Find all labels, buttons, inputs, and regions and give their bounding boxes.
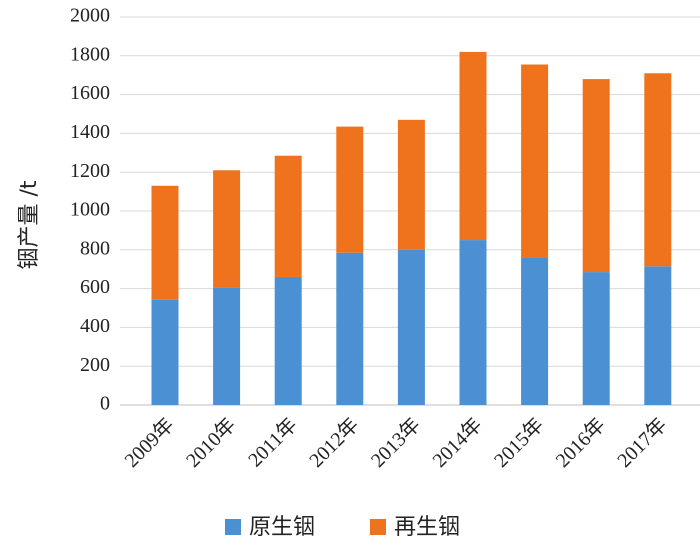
y-tick-label: 600 [80, 276, 110, 298]
bar-segment-recycled-indium [521, 64, 549, 258]
x-tick-label: 2016年 [551, 413, 610, 472]
y-tick-label: 400 [80, 315, 110, 337]
y-tick-label: 2000 [70, 5, 110, 27]
bar-segment-recycled-indium [644, 73, 672, 267]
bar-segment-primary-indium [644, 266, 672, 405]
bar-segment-recycled-indium [582, 79, 610, 273]
legend: 原生铟 再生铟 [225, 515, 460, 540]
legend-swatch [370, 519, 386, 535]
y-tick-label: 1400 [70, 121, 110, 143]
bar-segment-primary-indium [336, 252, 364, 405]
x-axis-ticks: 2009年 2010年 2011年 2012年 2013年 2014年 2015年 2016年… [120, 413, 671, 472]
y-tick-label: 800 [80, 237, 110, 259]
bar-segment-primary-indium [521, 257, 549, 405]
legend-label: 原生铟 [249, 515, 315, 540]
x-tick-label: 2010年 [181, 413, 240, 472]
bar-segment-primary-indium [274, 276, 302, 405]
legend-label: 再生铟 [394, 515, 460, 540]
bar-segment-recycled-indium [274, 155, 302, 277]
y-tick-label: 200 [80, 354, 110, 376]
y-tick-label: 1200 [70, 160, 110, 182]
x-tick-label: 2013年 [366, 413, 425, 472]
x-tick-label: 2012年 [305, 413, 364, 472]
x-tick-label: 2014年 [428, 413, 487, 472]
y-tick-label: 0 [100, 393, 110, 415]
bar-segment-primary-indium [397, 249, 425, 405]
bar-segment-recycled-indium [397, 119, 425, 250]
y-tick-label: 1600 [70, 82, 110, 104]
bar-segment-recycled-indium [213, 170, 241, 288]
bars [151, 51, 672, 405]
bar-segment-primary-indium [151, 299, 179, 405]
bar-segment-primary-indium [582, 272, 610, 405]
legend-swatch [225, 519, 241, 535]
y-tick-label: 1800 [70, 43, 110, 65]
x-tick-label: 2011年 [244, 413, 302, 471]
bar-segment-recycled-indium [459, 51, 487, 241]
y-tick-label: 1000 [70, 199, 110, 221]
x-tick-label: 2017年 [613, 413, 672, 472]
x-tick-label: 2009年 [120, 413, 179, 472]
x-tick-label: 2015年 [489, 413, 548, 472]
y-axis-ticks: 0 200 400 600 800 1000 1200 1400 1600 1800 2000 [70, 5, 110, 415]
bar-segment-recycled-indium [151, 185, 179, 300]
bar-segment-primary-indium [459, 240, 487, 405]
y-axis-label: 铟产量 /t [17, 180, 42, 269]
bar-segment-recycled-indium [336, 126, 364, 253]
bar-segment-primary-indium [213, 287, 241, 405]
